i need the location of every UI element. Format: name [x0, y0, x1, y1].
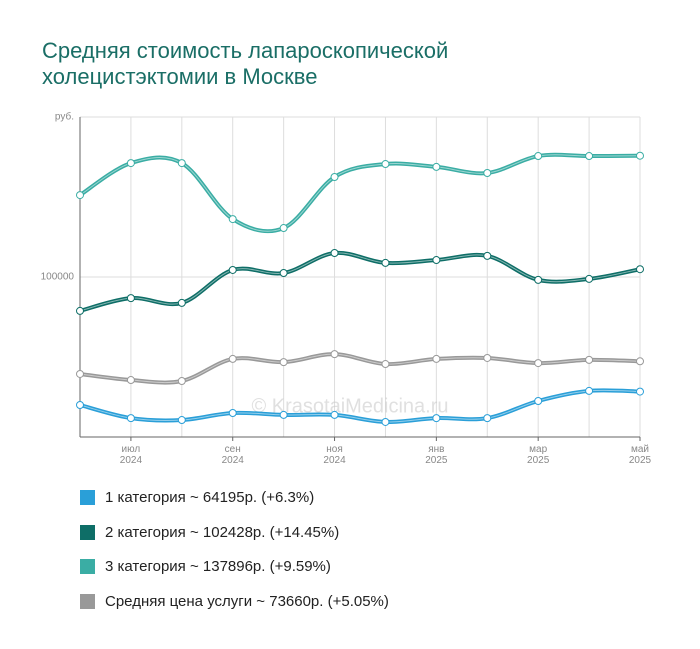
point: [636, 265, 644, 274]
point: [381, 360, 390, 369]
point: [126, 414, 135, 423]
x-tick-label: июл 2024: [120, 444, 143, 466]
x-tick-label: май 2025: [629, 444, 652, 466]
point: [585, 355, 594, 364]
point: [330, 410, 339, 419]
point: [534, 359, 543, 368]
point: [177, 416, 186, 425]
point: [126, 376, 135, 385]
x-tick-label-line: 2024: [120, 455, 143, 466]
legend-item[interactable]: 2 категория ~ 102428р. (+14.45%): [80, 524, 339, 541]
point: [585, 386, 594, 395]
legend-label: Средняя цена услуги ~ 73660р. (+5.05%): [105, 592, 389, 610]
legend-swatch: [80, 490, 95, 505]
legend-item[interactable]: Средняя цена услуги ~ 73660р. (+5.05%): [80, 593, 389, 610]
point: [177, 159, 186, 168]
watermark: © KrasotaiMedicina.ru: [251, 395, 448, 417]
point: [483, 353, 492, 362]
point: [585, 274, 594, 283]
x-tick-label-line: 2024: [323, 455, 346, 466]
point: [279, 224, 288, 233]
x-tick-label-line: 2024: [222, 455, 245, 466]
point: [432, 256, 441, 265]
legend-label: 2 категория ~ 102428р. (+14.45%): [105, 523, 340, 541]
y-tick-label: руб.: [55, 111, 74, 123]
point: [636, 357, 644, 366]
point: [483, 251, 492, 260]
x-tick-label-line: мар: [529, 444, 547, 455]
point: [432, 162, 441, 171]
legend-swatch: [80, 593, 95, 609]
point: [279, 358, 288, 367]
series-line: [79, 352, 641, 385]
point: [76, 401, 84, 409]
point: [228, 354, 237, 363]
x-tick-label-line: май: [631, 444, 649, 455]
x-tick-label-line: 2025: [425, 455, 448, 466]
x-tick-label-line: 2025: [527, 455, 550, 466]
x-tick-label: ноя 2024: [323, 444, 346, 466]
point: [534, 275, 543, 284]
point: [126, 294, 135, 303]
point: [330, 350, 339, 359]
point: [330, 173, 339, 181]
point: [636, 151, 644, 160]
point: [483, 414, 492, 423]
legend-swatch: [80, 559, 95, 574]
x-tick-label-line: ноя: [326, 444, 343, 455]
point: [177, 298, 186, 307]
legend-label: 1 категория ~ 64195р. (+6.3%): [105, 489, 315, 506]
point: [76, 306, 84, 315]
x-tick-label-line: июл: [122, 444, 141, 455]
point: [381, 258, 390, 267]
series-line-inner: [79, 353, 641, 384]
x-tick-label-line: сен: [225, 444, 241, 455]
point: [534, 152, 543, 161]
point: [76, 191, 84, 200]
point: [432, 354, 441, 363]
legend-item[interactable]: 1 категория ~ 64195р. (+6.3%): [80, 489, 314, 506]
x-tick-label: янв 2025: [425, 444, 448, 466]
point: [636, 387, 644, 396]
point: [228, 215, 237, 224]
point: [330, 249, 339, 257]
point: [228, 409, 237, 417]
point: [534, 397, 543, 405]
legend-item[interactable]: 3 категория ~ 137896р. (+9.59%): [80, 558, 331, 575]
point: [228, 265, 237, 274]
point: [279, 269, 288, 277]
x-tick-label: мар 2025: [527, 444, 550, 466]
point: [432, 414, 441, 423]
series-line-inner: [79, 389, 641, 423]
x-tick-label-line: 2025: [629, 455, 652, 466]
point: [177, 377, 186, 385]
point: [585, 152, 594, 161]
x-tick-label-line: янв: [428, 444, 444, 455]
point: [76, 369, 84, 378]
point: [126, 159, 135, 168]
x-tick-label: сен 2024: [222, 444, 245, 466]
legend-swatch: [80, 524, 95, 540]
point: [381, 417, 390, 426]
point: [483, 169, 492, 177]
chart-title: Средняя стоимость лапароскопической холе…: [42, 38, 449, 89]
point: [381, 160, 390, 169]
legend-label: 3 категория ~ 137896р. (+9.59%): [105, 558, 331, 575]
point: [279, 410, 288, 419]
series-line: [78, 152, 641, 234]
y-tick-label: 100000: [41, 272, 75, 283]
